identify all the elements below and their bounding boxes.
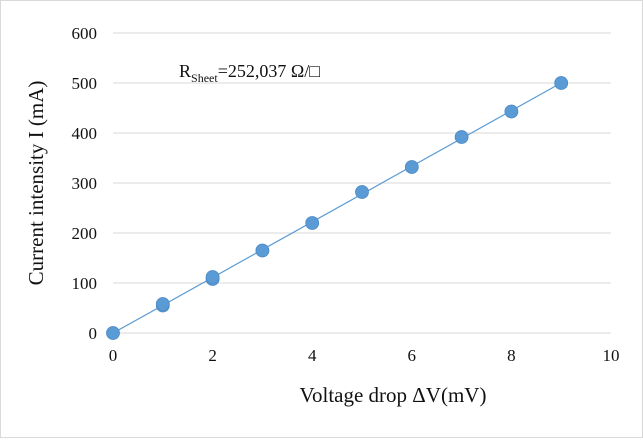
annotation-main: R <box>179 61 191 81</box>
y-axis-label: Current intensity I (mA) <box>24 81 48 286</box>
x-tick-label-10: 10 <box>603 346 620 365</box>
data-point <box>404 160 419 174</box>
data-point <box>305 216 320 230</box>
annotation-subscript: Sheet <box>191 71 218 85</box>
y-tick-label-200: 200 <box>72 224 98 243</box>
data-point <box>454 130 469 144</box>
data-point <box>355 185 369 199</box>
y-tick-label-400: 400 <box>72 124 98 143</box>
trendline <box>112 82 562 334</box>
trendline-group <box>112 82 562 334</box>
y-tick-label-500: 500 <box>72 74 98 93</box>
data-point <box>106 326 120 340</box>
tick-labels: 0 100 200 300 400 500 600 0 2 4 6 8 10 <box>72 24 620 365</box>
x-tick-label-0: 0 <box>109 346 118 365</box>
x-tick-label-4: 4 <box>308 346 317 365</box>
x-tick-label-8: 8 <box>507 346 516 365</box>
sheet-resistance-annotation: RSheet=252,037 Ω/□ <box>179 61 320 85</box>
x-axis-label: Voltage drop ΔV(mV) <box>300 383 487 407</box>
data-point <box>554 76 569 90</box>
data-point <box>255 243 270 258</box>
x-tick-label-6: 6 <box>408 346 417 365</box>
x-tick-label-2: 2 <box>208 346 217 365</box>
data-points <box>106 76 569 340</box>
data-point <box>205 270 220 284</box>
y-tick-label-600: 600 <box>72 24 98 43</box>
data-point <box>504 104 519 119</box>
y-tick-label-300: 300 <box>72 174 98 193</box>
gridlines <box>113 32 611 284</box>
data-point <box>155 297 170 311</box>
y-tick-label-100: 100 <box>72 274 98 293</box>
annotation-value: =252,037 Ω/□ <box>218 61 321 81</box>
y-tick-label-0: 0 <box>89 324 98 343</box>
